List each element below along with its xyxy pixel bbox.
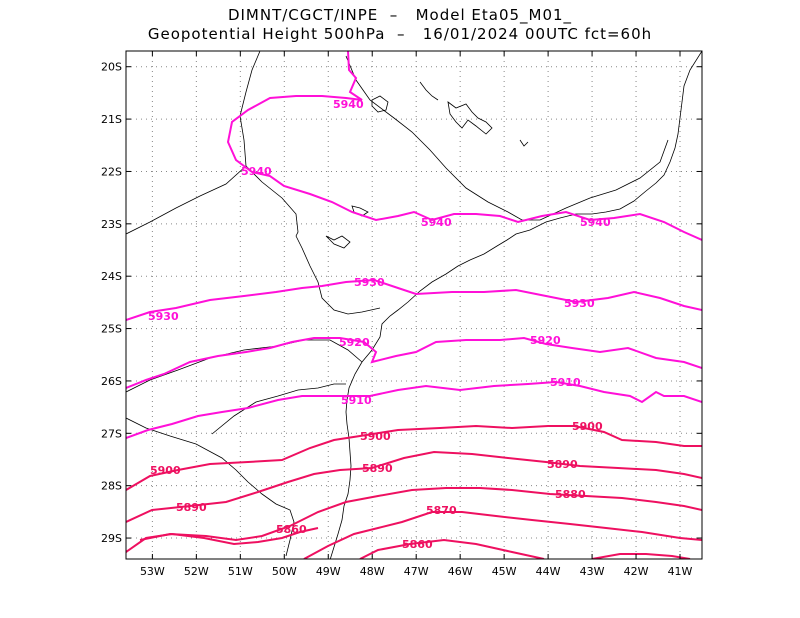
lon-tick-label: 43W: [580, 565, 605, 578]
lat-tick-label: 23S: [101, 218, 122, 231]
axis-ticks: [126, 51, 702, 559]
reservoir: [447, 101, 493, 135]
lat-tick-label: 22S: [101, 165, 122, 178]
border-mg-rj: [539, 139, 669, 221]
map-frame: [125, 50, 703, 560]
border-rs-sc: [211, 383, 346, 435]
contour-label: 5900: [150, 464, 181, 477]
contour-5920: [126, 336, 702, 389]
lat-tick-label: 26S: [101, 375, 122, 388]
contour-label: 5930: [354, 276, 385, 289]
reservoir-2: [419, 81, 439, 101]
border-sp-mg: [345, 55, 540, 221]
title-line-2: Geopotential Height 500hPa – 16/01/2024 …: [147, 25, 653, 43]
contour-5880: [139, 487, 702, 542]
lat-tick-label: 21S: [101, 113, 122, 126]
lat-tick-label: 24S: [101, 270, 122, 283]
coastline: [329, 51, 702, 559]
contour-label: 5900: [360, 430, 391, 443]
contour-label: 5890: [547, 458, 578, 471]
lat-tick-label: 20S: [101, 61, 122, 74]
lake-2: [325, 235, 351, 249]
border-sc-pr: [126, 339, 363, 393]
border-pr-sp: [295, 235, 381, 315]
lat-tick-label: 27S: [101, 427, 122, 440]
lon-tick-label: 52W: [184, 565, 209, 578]
bay: [519, 139, 529, 147]
contour-label: 5900: [572, 420, 603, 433]
contour-label: 5860: [276, 523, 307, 536]
contour-5900: [126, 424, 702, 491]
lat-tick-label: 25S: [101, 323, 122, 336]
lake: [371, 95, 389, 113]
lat-tick-label: 29S: [101, 532, 122, 545]
contour-label: 5930: [564, 297, 595, 310]
lon-tick-label: 51W: [228, 565, 253, 578]
contour-label: 5860: [402, 538, 433, 551]
lon-tick-label: 46W: [448, 565, 473, 578]
graticule: [126, 51, 702, 559]
lat-tick-label: 28S: [101, 480, 122, 493]
contour-5910: [126, 380, 702, 439]
contour-label: 5920: [530, 334, 561, 347]
longitude-labels: 53W 52W 51W 50W 49W 48W 47W 46W 45W 44W 43W 42W 41W: [140, 565, 693, 578]
contour-5890: [126, 450, 702, 523]
contour-5940-closed: [226, 51, 702, 241]
lon-tick-label: 47W: [404, 565, 429, 578]
lon-tick-label: 50W: [272, 565, 297, 578]
title-line-1: DIMNT/CGCT/INPE – Model Eta05_M01_: [227, 6, 573, 24]
contour-label: 5930: [148, 310, 179, 323]
contour-5930: [126, 278, 702, 321]
contour-label: 5880: [555, 488, 586, 501]
contour-5860: [126, 527, 691, 559]
lon-tick-label: 45W: [492, 565, 517, 578]
contour-labels: 5940 5940 5940 5940 5930 5930 5930 5920 …: [148, 98, 611, 551]
contour-label: 5920: [339, 336, 370, 349]
contour-label: 5940: [241, 165, 272, 178]
lon-tick-label: 53W: [140, 565, 165, 578]
contour-label: 5910: [341, 394, 372, 407]
contour-label: 5940: [580, 216, 611, 229]
lon-tick-label: 42W: [624, 565, 649, 578]
latitude-labels: 20S 21S 22S 23S 24S 25S 26S 27S 28S 29S: [101, 61, 122, 545]
contour-5870: [303, 511, 702, 559]
lake-3: [351, 205, 369, 217]
contour-label: 5940: [421, 216, 452, 229]
border-south: [126, 417, 295, 557]
contour-label: 5890: [176, 501, 207, 514]
contour-label: 5910: [550, 376, 581, 389]
coastline-borders: [126, 51, 702, 559]
lon-tick-label: 48W: [360, 565, 385, 578]
contour-label: 5940: [333, 98, 364, 111]
contour-label: 5890: [362, 462, 393, 475]
contour-label: 5870: [426, 504, 457, 517]
lon-tick-label: 41W: [668, 565, 693, 578]
lon-tick-label: 49W: [316, 565, 341, 578]
border-ms-sp: [245, 165, 299, 237]
height-contours: [126, 51, 702, 559]
lon-tick-label: 44W: [536, 565, 561, 578]
